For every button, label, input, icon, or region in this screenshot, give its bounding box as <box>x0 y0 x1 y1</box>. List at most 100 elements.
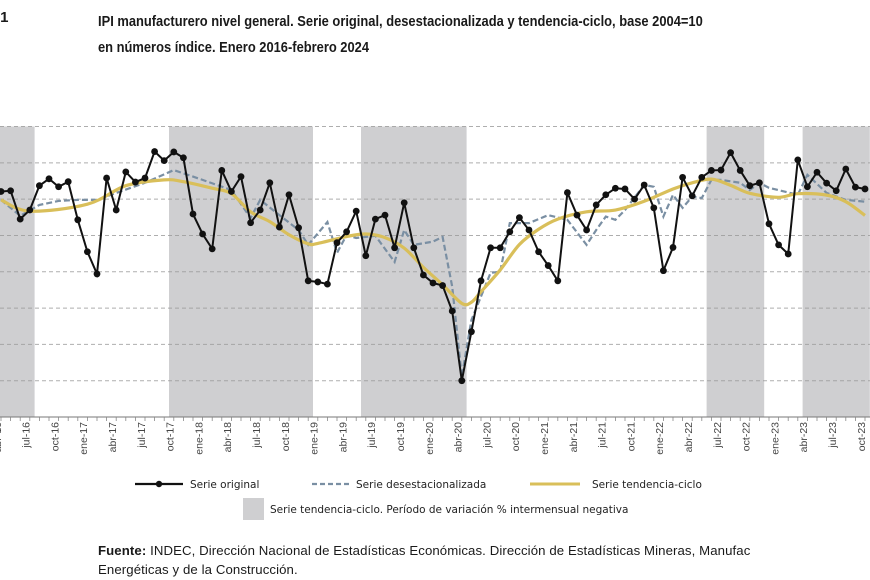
original-series-point <box>477 277 485 285</box>
original-series-point <box>631 195 638 203</box>
original-series-point <box>74 216 82 224</box>
original-series-point <box>352 207 360 215</box>
original-series-point <box>448 307 456 315</box>
title-line-1: IPI manufacturero nivel general. Serie o… <box>98 13 703 30</box>
original-series-point <box>372 215 379 223</box>
original-series-point <box>736 167 744 174</box>
x-axis: abr-16 jul-16 oct-16 ene-17 abr-17 jul-17 oct-… <box>0 416 870 455</box>
legend-trend-label: Serie tendencia-ciclo <box>592 479 702 491</box>
original-series-point <box>343 228 350 236</box>
original-series-point <box>660 267 667 275</box>
original-series-point <box>775 241 782 249</box>
x-tick-label: abr-21 <box>568 422 580 453</box>
original-series-point <box>535 248 542 256</box>
original-series-point <box>237 173 245 181</box>
figure-number: .1 <box>0 9 9 26</box>
original-series-point <box>55 183 62 191</box>
original-series-point <box>573 211 581 219</box>
original-series-point <box>314 278 322 286</box>
original-series-point <box>439 282 446 289</box>
original-series-point <box>391 244 398 252</box>
original-series-point <box>228 188 235 195</box>
source-text-2: Energéticas y de la Construcción. <box>98 562 298 577</box>
original-series-point <box>429 279 437 287</box>
original-series-point <box>256 206 264 214</box>
x-tick-label: jul-16 <box>21 422 33 449</box>
x-tick-label: abr-23 <box>798 422 810 453</box>
x-tick-label: oct-20 <box>510 422 522 451</box>
title-line-2: en números índice. Enero 2016-febrero 20… <box>98 39 370 56</box>
original-series-point <box>679 173 686 181</box>
original-series-point <box>218 167 226 174</box>
source-label: Fuente: <box>98 543 147 558</box>
series-lines <box>0 148 869 385</box>
x-tick-label: ene-21 <box>539 422 551 455</box>
original-series-point <box>180 154 187 162</box>
original-series-point <box>852 183 859 191</box>
original-series-point <box>112 206 120 214</box>
original-series-point <box>765 220 773 228</box>
original-series-point <box>612 184 619 192</box>
x-tick-label: ene-19 <box>309 422 321 455</box>
original-series-point <box>554 277 562 285</box>
original-series-point <box>650 204 658 212</box>
original-series-point <box>525 226 533 234</box>
original-series-point <box>804 183 811 191</box>
original-series-point <box>756 179 763 187</box>
x-tick-label: jul-22 <box>712 422 724 449</box>
x-tick-label: oct-19 <box>395 422 407 451</box>
original-series-point <box>170 148 178 156</box>
original-series-point <box>276 223 283 231</box>
x-tick-label: jul-21 <box>597 422 609 449</box>
original-series-point <box>698 173 706 181</box>
original-series-point <box>544 262 552 269</box>
original-series-point <box>84 248 91 256</box>
original-series-point <box>583 226 590 234</box>
original-series-point <box>26 206 34 214</box>
original-series-point <box>400 199 408 207</box>
original-series-point <box>669 244 677 251</box>
legend-shading-swatch <box>243 498 264 520</box>
original-series-point <box>324 280 331 288</box>
legend-deseasonalized-label: Serie desestacionalizada <box>356 479 486 491</box>
x-tick-label: abr-22 <box>683 422 695 453</box>
original-series-point <box>861 185 869 193</box>
legend-shading-label: Serie tendencia-ciclo. Período de variac… <box>270 504 628 516</box>
x-tick-label: ene-17 <box>78 422 90 455</box>
original-series-point <box>794 156 802 164</box>
original-series-point <box>468 328 475 336</box>
original-series-point <box>746 182 754 190</box>
original-series-point <box>208 245 216 253</box>
original-series-point <box>7 187 14 195</box>
original-series-point <box>64 178 72 186</box>
original-series-point <box>496 244 504 252</box>
x-tick-label: jul-20 <box>481 422 493 449</box>
original-series-point <box>458 377 466 385</box>
original-series-point <box>362 252 370 260</box>
source-note: Fuente: INDEC, Dirección Nacional de Est… <box>98 541 750 579</box>
x-tick-label: oct-21 <box>625 422 637 451</box>
original-series-point <box>516 214 523 222</box>
original-series-point <box>717 166 725 174</box>
x-tick-label: jul-19 <box>366 422 378 449</box>
original-series-point <box>36 182 43 190</box>
original-series-point <box>602 191 610 199</box>
original-series-point <box>784 250 792 258</box>
x-tick-label: abr-18 <box>222 422 234 453</box>
original-series-point <box>688 192 696 200</box>
original-series-point <box>564 189 571 196</box>
original-series-point <box>45 175 53 183</box>
original-series-point <box>285 191 293 199</box>
original-series-point <box>708 167 715 174</box>
original-series-point <box>189 210 197 218</box>
original-series-point <box>832 187 840 195</box>
original-series-point <box>247 219 255 227</box>
x-tick-label: oct-17 <box>165 422 177 451</box>
original-series-point <box>266 179 274 187</box>
original-series-point <box>823 179 830 187</box>
x-tick-label: ene-18 <box>193 422 205 455</box>
original-series-point <box>487 244 494 252</box>
original-series-point <box>304 277 312 285</box>
original-series-point <box>621 185 629 193</box>
x-tick-label: ene-22 <box>654 422 666 455</box>
